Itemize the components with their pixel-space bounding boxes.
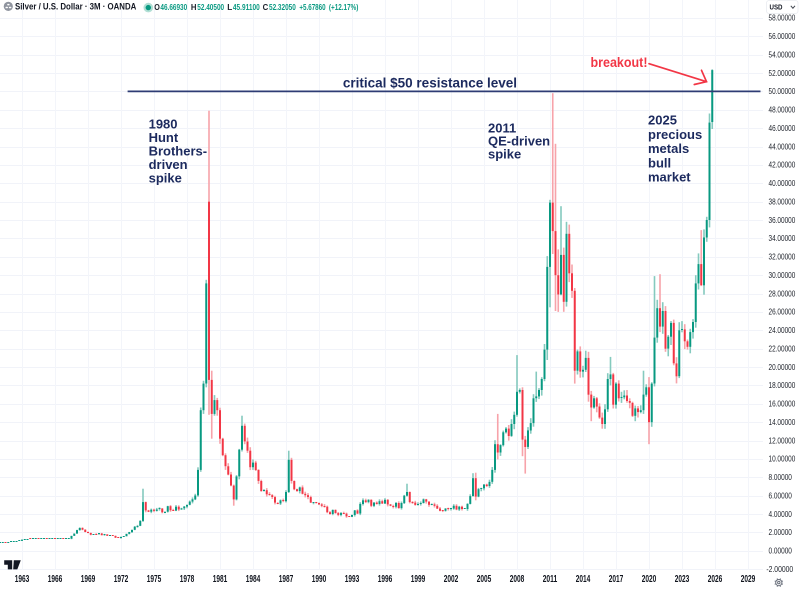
svg-text:C: C xyxy=(263,3,269,12)
svg-text:32.00000: 32.00000 xyxy=(769,253,796,262)
svg-text:Brothers-: Brothers- xyxy=(149,144,208,159)
svg-text:QE-driven: QE-driven xyxy=(488,134,550,149)
svg-text:10.00000: 10.00000 xyxy=(769,455,796,464)
svg-text:spike: spike xyxy=(149,171,182,186)
svg-text:20.00000: 20.00000 xyxy=(769,363,796,372)
svg-text:Hunt: Hunt xyxy=(149,130,179,145)
svg-text:Silver / U.S. Dollar · 3M · OA: Silver / U.S. Dollar · 3M · OANDA xyxy=(15,2,137,12)
svg-text:44.00000: 44.00000 xyxy=(769,142,796,151)
svg-text:22.00000: 22.00000 xyxy=(769,345,796,354)
svg-text:26.00000: 26.00000 xyxy=(769,308,796,317)
svg-text:45.91100: 45.91100 xyxy=(233,3,260,12)
svg-text:6.00000: 6.00000 xyxy=(769,492,793,501)
svg-text:+5.67860: +5.67860 xyxy=(299,3,326,12)
svg-text:1980: 1980 xyxy=(149,117,178,132)
svg-text:52.00000: 52.00000 xyxy=(769,69,796,78)
svg-text:40.00000: 40.00000 xyxy=(769,179,796,188)
svg-text:4.00000: 4.00000 xyxy=(769,510,793,519)
svg-text:52.32050: 52.32050 xyxy=(269,3,296,12)
svg-text:1975: 1975 xyxy=(147,574,162,585)
svg-text:30.00000: 30.00000 xyxy=(769,271,796,280)
svg-text:1969: 1969 xyxy=(81,574,96,585)
svg-text:2026: 2026 xyxy=(708,574,723,585)
svg-text:2005: 2005 xyxy=(477,574,492,585)
svg-text:38.00000: 38.00000 xyxy=(769,198,796,207)
svg-text:1990: 1990 xyxy=(312,574,327,585)
svg-text:56.00000: 56.00000 xyxy=(769,32,796,41)
svg-text:spike: spike xyxy=(488,147,521,162)
svg-text:46.66930: 46.66930 xyxy=(160,3,187,12)
svg-text:50.00000: 50.00000 xyxy=(769,87,796,96)
svg-text:16.00000: 16.00000 xyxy=(769,400,796,409)
svg-text:34.00000: 34.00000 xyxy=(769,234,796,243)
svg-text:bull: bull xyxy=(648,155,671,170)
svg-text:1993: 1993 xyxy=(345,574,360,585)
svg-text:2020: 2020 xyxy=(642,574,657,585)
svg-text:8.00000: 8.00000 xyxy=(769,473,793,482)
svg-text:2008: 2008 xyxy=(510,574,525,585)
svg-text:1987: 1987 xyxy=(279,574,294,585)
svg-text:precious: precious xyxy=(648,127,702,142)
svg-text:2002: 2002 xyxy=(444,574,459,585)
svg-text:2017: 2017 xyxy=(609,574,624,585)
svg-text:2011: 2011 xyxy=(488,121,516,136)
svg-text:2014: 2014 xyxy=(576,574,591,585)
svg-text:L: L xyxy=(227,3,232,12)
svg-text:driven: driven xyxy=(149,157,188,172)
svg-text:metals: metals xyxy=(648,141,689,156)
svg-text:28.00000: 28.00000 xyxy=(769,289,796,298)
svg-text:1996: 1996 xyxy=(378,574,393,585)
svg-text:52.40500: 52.40500 xyxy=(197,3,224,12)
svg-text:1966: 1966 xyxy=(48,574,63,585)
svg-text:critical $50 resistance level: critical $50 resistance level xyxy=(343,76,517,91)
svg-text:1984: 1984 xyxy=(246,574,261,585)
svg-text:2025: 2025 xyxy=(648,113,677,128)
svg-text:breakout!: breakout! xyxy=(591,55,648,70)
svg-text:H: H xyxy=(191,3,197,12)
svg-text:12.00000: 12.00000 xyxy=(769,436,796,445)
svg-text:54.00000: 54.00000 xyxy=(769,50,796,59)
svg-text:46.00000: 46.00000 xyxy=(769,124,796,133)
svg-text:O: O xyxy=(154,3,160,12)
svg-text:1963: 1963 xyxy=(15,574,30,585)
svg-text:USD: USD xyxy=(770,3,783,12)
svg-text:1981: 1981 xyxy=(213,574,228,585)
svg-text:18.00000: 18.00000 xyxy=(769,381,796,390)
svg-text:48.00000: 48.00000 xyxy=(769,106,796,115)
svg-text:1972: 1972 xyxy=(114,574,129,585)
svg-text:2029: 2029 xyxy=(741,574,756,585)
svg-text:-2.00000: -2.00000 xyxy=(766,565,793,574)
svg-text:14.00000: 14.00000 xyxy=(769,418,796,427)
svg-text:market: market xyxy=(648,170,691,185)
svg-text:2023: 2023 xyxy=(675,574,690,585)
svg-text:1978: 1978 xyxy=(180,574,195,585)
svg-text:0.00000: 0.00000 xyxy=(769,547,793,556)
svg-text:1999: 1999 xyxy=(411,574,426,585)
svg-text:2.00000: 2.00000 xyxy=(769,528,793,537)
svg-text:58.00000: 58.00000 xyxy=(769,14,796,23)
svg-text:(+12.17%): (+12.17%) xyxy=(329,3,359,12)
svg-text:42.00000: 42.00000 xyxy=(769,161,796,170)
svg-text:2011: 2011 xyxy=(543,574,558,585)
svg-text:24.00000: 24.00000 xyxy=(769,326,796,335)
svg-text:36.00000: 36.00000 xyxy=(769,216,796,225)
